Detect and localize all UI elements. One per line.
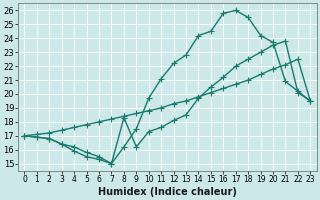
X-axis label: Humidex (Indice chaleur): Humidex (Indice chaleur) xyxy=(98,187,237,197)
